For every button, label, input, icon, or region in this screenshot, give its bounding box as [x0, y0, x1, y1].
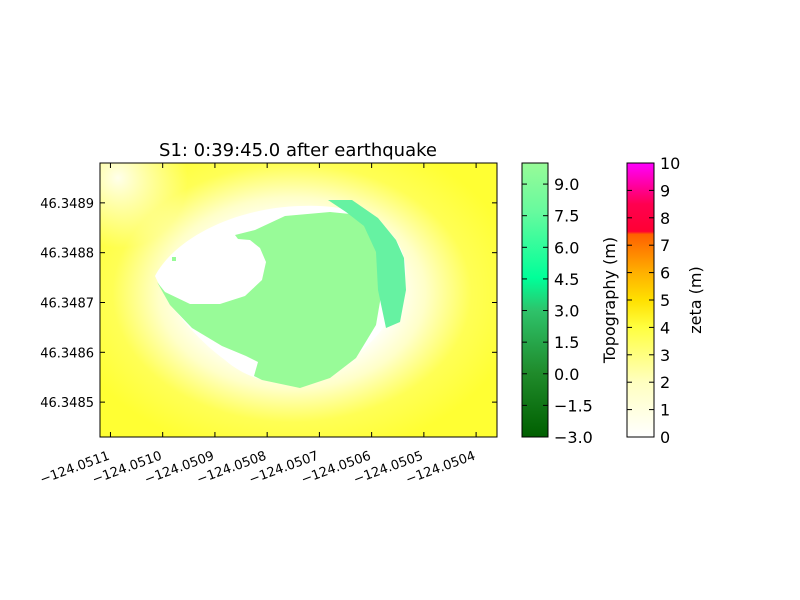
- colorbar-tick-label: 9.0: [554, 175, 579, 194]
- island-speck: [172, 257, 176, 261]
- topography-colorbar: −3.0 −1.5 0.0 1.5 3.0 4.5 6.0 7.5 9.0 Topography…: [521, 162, 619, 447]
- y-tick-label: 46.3488: [40, 247, 94, 262]
- island-topography: [157, 212, 382, 388]
- colorbar-tick-label: 0: [660, 428, 670, 447]
- plot-area: [100, 163, 497, 437]
- colorbar-tick-label: 9: [660, 181, 670, 200]
- zeta-colorbar-label: zeta (m): [686, 266, 705, 333]
- plot-frame: [99, 162, 498, 438]
- colorbar-tick-label: 6.0: [554, 238, 579, 257]
- y-tick-label: 46.3486: [40, 346, 94, 361]
- colorbar-tick-label: 1: [660, 401, 670, 420]
- colorbar-tick-label: 7.5: [554, 207, 579, 226]
- colorbar-tick-label: 6: [660, 264, 670, 283]
- chart-title: S1: 0:39:45.0 after earthquake: [159, 140, 437, 161]
- colorbar-tick-label: −3.0: [554, 428, 593, 447]
- colorbar-tick-label: 3: [660, 346, 670, 365]
- colorbar-tick-label: 2: [660, 373, 670, 392]
- colorbar-tick-label: 0.0: [554, 365, 579, 384]
- colorbar-tick-label: 8: [660, 209, 670, 228]
- colorbar-tick-label: 4.5: [554, 270, 579, 289]
- colorbar-tick-label: −1.5: [554, 396, 593, 415]
- y-tick-label: 46.3489: [40, 197, 94, 212]
- colorbar-tick-label: 5: [660, 291, 670, 310]
- topography-colorbar-label: Topography (m): [600, 237, 619, 364]
- colorbar-tick-label: 10: [660, 154, 680, 173]
- zeta-colorbar-ticks: 0 1 2 3 4 5 6 7 8 9 10: [627, 154, 680, 447]
- y-tick-label: 46.3487: [40, 296, 94, 311]
- y-axis: 46.3485 46.3486 46.3487 46.3488 46.3489: [40, 197, 497, 411]
- topography-colorbar-ticks: −3.0 −1.5 0.0 1.5 3.0 4.5 6.0 7.5 9.0: [522, 175, 593, 447]
- colorbar-tick-label: 7: [660, 236, 670, 255]
- zeta-colorbar: 0 1 2 3 4 5 6 7 8 9 10 zeta (m): [626, 154, 705, 447]
- topography-colorbar-gradient: [521, 162, 549, 438]
- colorbar-tick-label: 3.0: [554, 302, 579, 321]
- island-ridge: [328, 200, 406, 328]
- colorbar-tick-label: 1.5: [554, 333, 579, 352]
- y-tick-label: 46.3485: [40, 396, 94, 411]
- colorbar-tick-label: 4: [660, 318, 670, 337]
